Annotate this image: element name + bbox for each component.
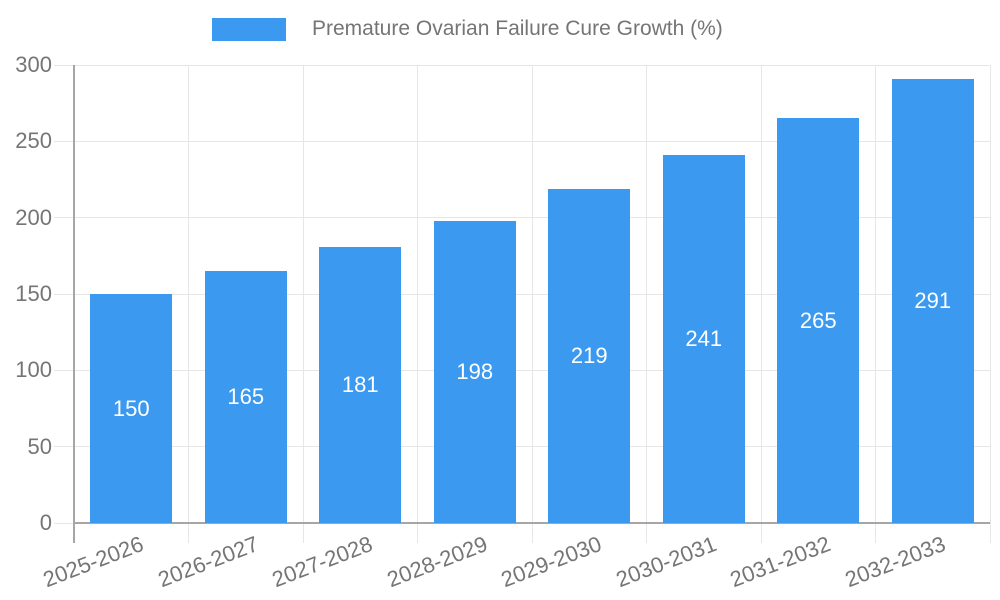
x-tick-label-2032-2033: 2032-2033 <box>841 531 949 593</box>
bar-2028-2029[interactable]: 198 <box>433 220 516 523</box>
gridline-y-150 <box>54 293 990 295</box>
gridline-y-50 <box>54 446 990 448</box>
gridline-x-7 <box>875 65 876 543</box>
x-tick-label-2025-2026: 2025-2026 <box>39 531 147 593</box>
bar-value-label: 219 <box>570 342 608 368</box>
legend-swatch <box>212 17 286 41</box>
bar-2032-2033[interactable]: 291 <box>891 78 974 523</box>
x-tick-label-2029-2030: 2029-2030 <box>497 531 605 593</box>
plot-area: 150 2025-2026 165 2026-2027 181 2027-2028 198 2… <box>40 64 991 592</box>
bar-value-label: 265 <box>799 307 837 333</box>
gridline-x-3 <box>417 65 418 543</box>
bar-2026-2027[interactable]: 165 <box>204 271 287 523</box>
y-tick-label-300: 300 <box>15 52 52 77</box>
y-tick-label-50: 50 <box>27 433 52 459</box>
gridline-x-1 <box>188 65 189 543</box>
gridline-x-4 <box>531 65 533 543</box>
y-tick-label-100: 100 <box>15 357 52 383</box>
bar-value-label: 198 <box>456 358 494 384</box>
x-tick-label-2028-2029: 2028-2029 <box>383 531 491 593</box>
gridline-y-250 <box>54 140 990 142</box>
y-tick-label-0: 0 <box>39 510 52 535</box>
x-tick-label-2026-2027: 2026-2027 <box>154 531 262 593</box>
legend[interactable]: Premature Ovarian Failure Cure Growth (%… <box>212 17 723 41</box>
bar-value-label: 150 <box>112 395 150 421</box>
bar-2030-2031[interactable]: 241 <box>662 155 745 523</box>
bar-value-label: 181 <box>341 371 379 397</box>
gridline-x-8 <box>989 65 991 543</box>
bar-value-label: 241 <box>685 326 723 352</box>
x-axis-line <box>74 522 990 524</box>
gridline-x-2 <box>302 65 304 543</box>
bar-2031-2032[interactable]: 265 <box>777 118 860 523</box>
x-tick-label-2030-2031: 2030-2031 <box>612 531 720 593</box>
gridline-x-6 <box>760 65 762 543</box>
gridline-y-100 <box>54 369 990 371</box>
bar-value-label: 291 <box>914 287 952 313</box>
y-tick-label-250: 250 <box>15 128 52 154</box>
gridline-x-5 <box>646 65 647 543</box>
y-axis-line <box>73 65 75 543</box>
bar-value-label: 165 <box>227 384 265 410</box>
y-tick-label-150: 150 <box>15 281 52 306</box>
x-tick-label-2027-2028: 2027-2028 <box>268 531 376 593</box>
bar-2027-2028[interactable]: 181 <box>319 246 402 523</box>
legend-label: Premature Ovarian Failure Cure Growth (%… <box>312 17 723 40</box>
bar-2025-2026[interactable]: 150 <box>90 294 173 523</box>
x-tick-label-2031-2032: 2031-2032 <box>726 531 834 593</box>
gridline-y-300 <box>54 64 990 66</box>
bar-2029-2030[interactable]: 219 <box>548 188 631 523</box>
y-tick-label-200: 200 <box>15 204 52 230</box>
gridline-y-200 <box>54 217 990 219</box>
